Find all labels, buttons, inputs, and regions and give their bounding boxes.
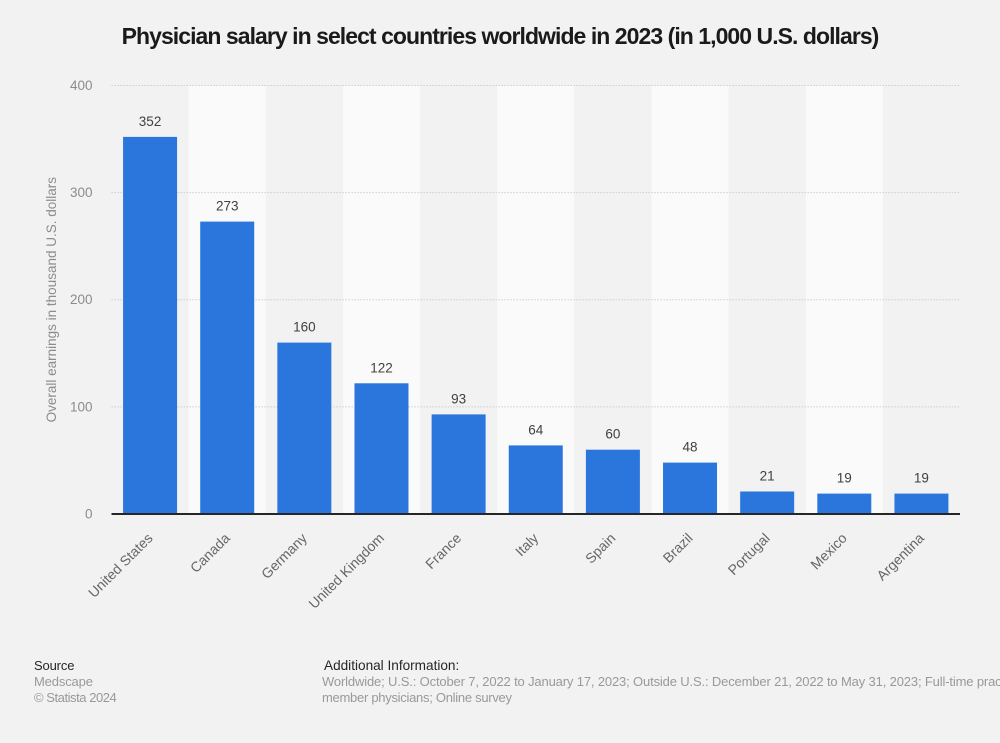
svg-text:300: 300 — [70, 185, 93, 200]
svg-text:200: 200 — [70, 292, 93, 307]
svg-text:United Kingdom: United Kingdom — [305, 530, 387, 612]
svg-text:Canada: Canada — [187, 530, 233, 576]
svg-text:Argentina: Argentina — [873, 530, 927, 584]
svg-text:Mexico: Mexico — [807, 530, 850, 573]
svg-text:273: 273 — [216, 199, 239, 214]
svg-text:400: 400 — [70, 78, 93, 93]
svg-text:Brazil: Brazil — [660, 530, 696, 566]
svg-text:352: 352 — [139, 114, 162, 129]
svg-text:France: France — [422, 530, 464, 572]
svg-text:Spain: Spain — [582, 530, 619, 567]
svg-text:Germany: Germany — [258, 530, 310, 582]
svg-text:Overall earnings in thousand U: Overall earnings in thousand U.S. dollar… — [44, 177, 59, 423]
svg-text:122: 122 — [370, 360, 393, 375]
svg-text:United States: United States — [85, 530, 156, 601]
svg-text:Italy: Italy — [512, 530, 541, 559]
svg-text:60: 60 — [605, 427, 620, 442]
svg-text:64: 64 — [528, 422, 544, 437]
svg-text:160: 160 — [293, 320, 316, 335]
svg-text:21: 21 — [760, 469, 775, 484]
svg-text:19: 19 — [837, 471, 852, 486]
svg-text:48: 48 — [683, 440, 698, 455]
svg-text:19: 19 — [914, 471, 929, 486]
svg-text:93: 93 — [451, 391, 466, 406]
svg-text:100: 100 — [70, 399, 93, 414]
svg-text:Portugal: Portugal — [725, 530, 773, 578]
svg-text:0: 0 — [85, 507, 93, 522]
